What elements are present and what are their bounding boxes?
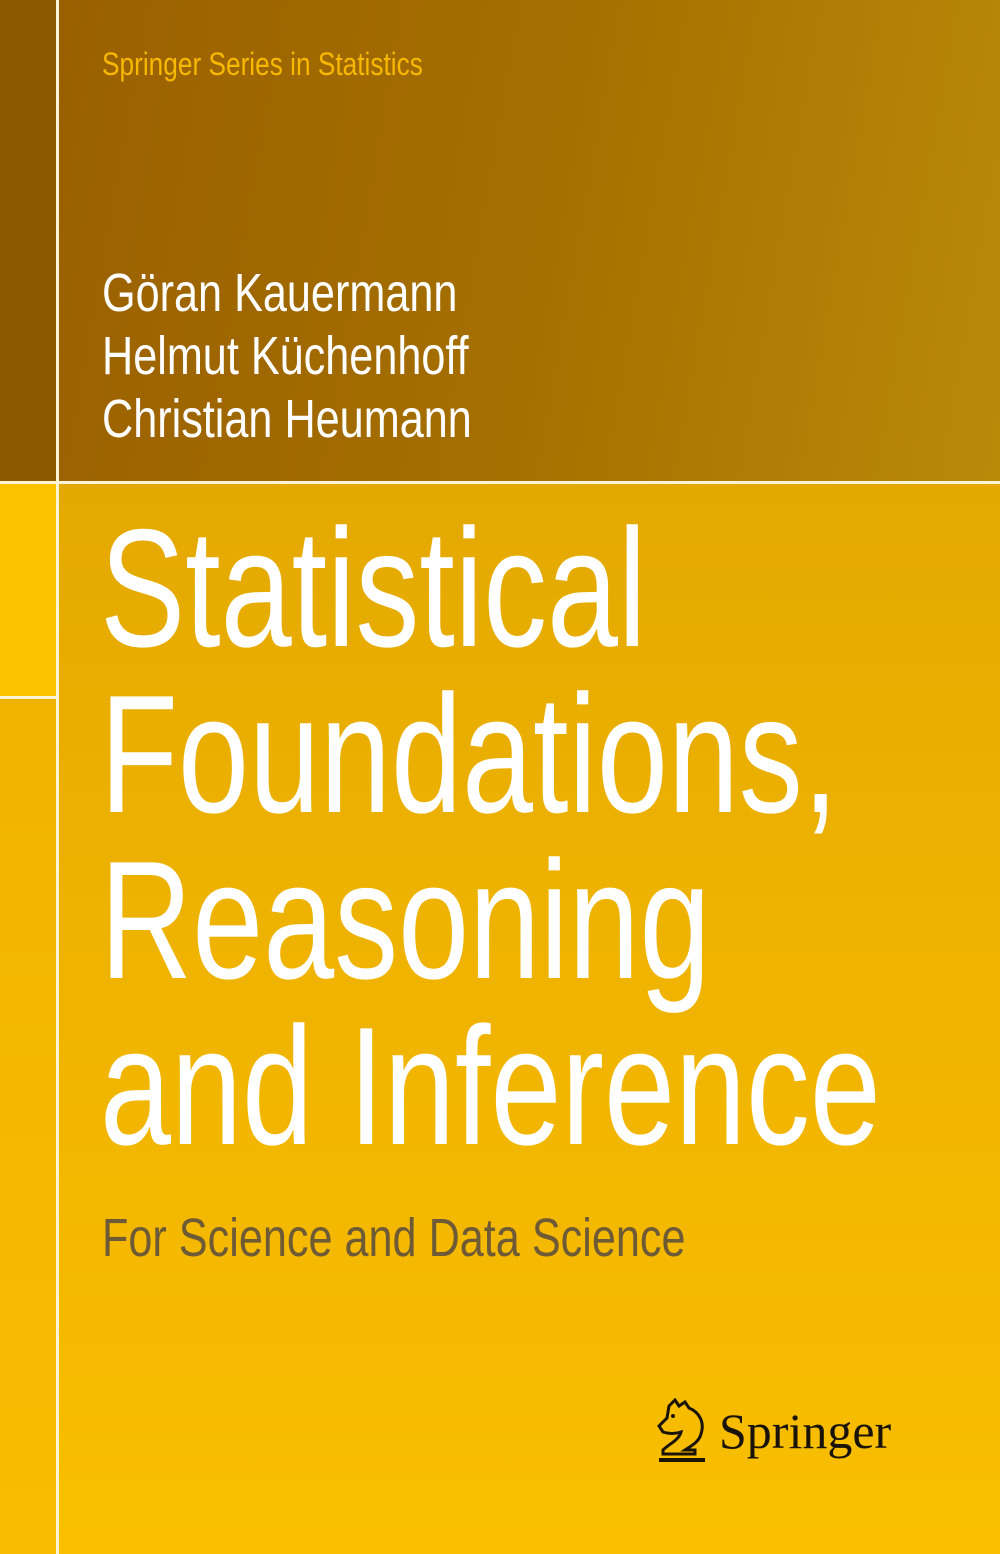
vertical-divider xyxy=(56,0,59,1554)
publisher-name: Springer xyxy=(719,1403,892,1459)
title-line: Foundations, xyxy=(100,660,839,848)
left-accent-panel xyxy=(0,484,56,696)
series-name: Springer Series in Statistics xyxy=(102,46,423,82)
title-line: Statistical xyxy=(100,494,647,682)
left-divider xyxy=(0,696,56,699)
book-subtitle: For Science and Data Science xyxy=(102,1208,686,1268)
top-author-band xyxy=(59,0,1000,481)
lower-left-panel xyxy=(0,699,56,1554)
title-line: Reasoning xyxy=(100,826,711,1014)
chess-knight-icon xyxy=(657,1398,705,1462)
author: Helmut Küchenhoff xyxy=(102,326,469,386)
horizontal-divider xyxy=(0,481,1000,484)
author: Göran Kauermann xyxy=(102,263,458,323)
author-list: Göran Kauermann Helmut Küchenhoff Christ… xyxy=(102,262,564,451)
main-title-panel xyxy=(59,484,1000,1554)
top-left-panel xyxy=(0,0,56,481)
book-title: Statistical Foundations, Reasoning and I… xyxy=(100,494,1000,1180)
title-line: and Inference xyxy=(100,992,881,1180)
author: Christian Heumann xyxy=(102,389,472,449)
publisher-logo: Springer xyxy=(655,1398,891,1464)
